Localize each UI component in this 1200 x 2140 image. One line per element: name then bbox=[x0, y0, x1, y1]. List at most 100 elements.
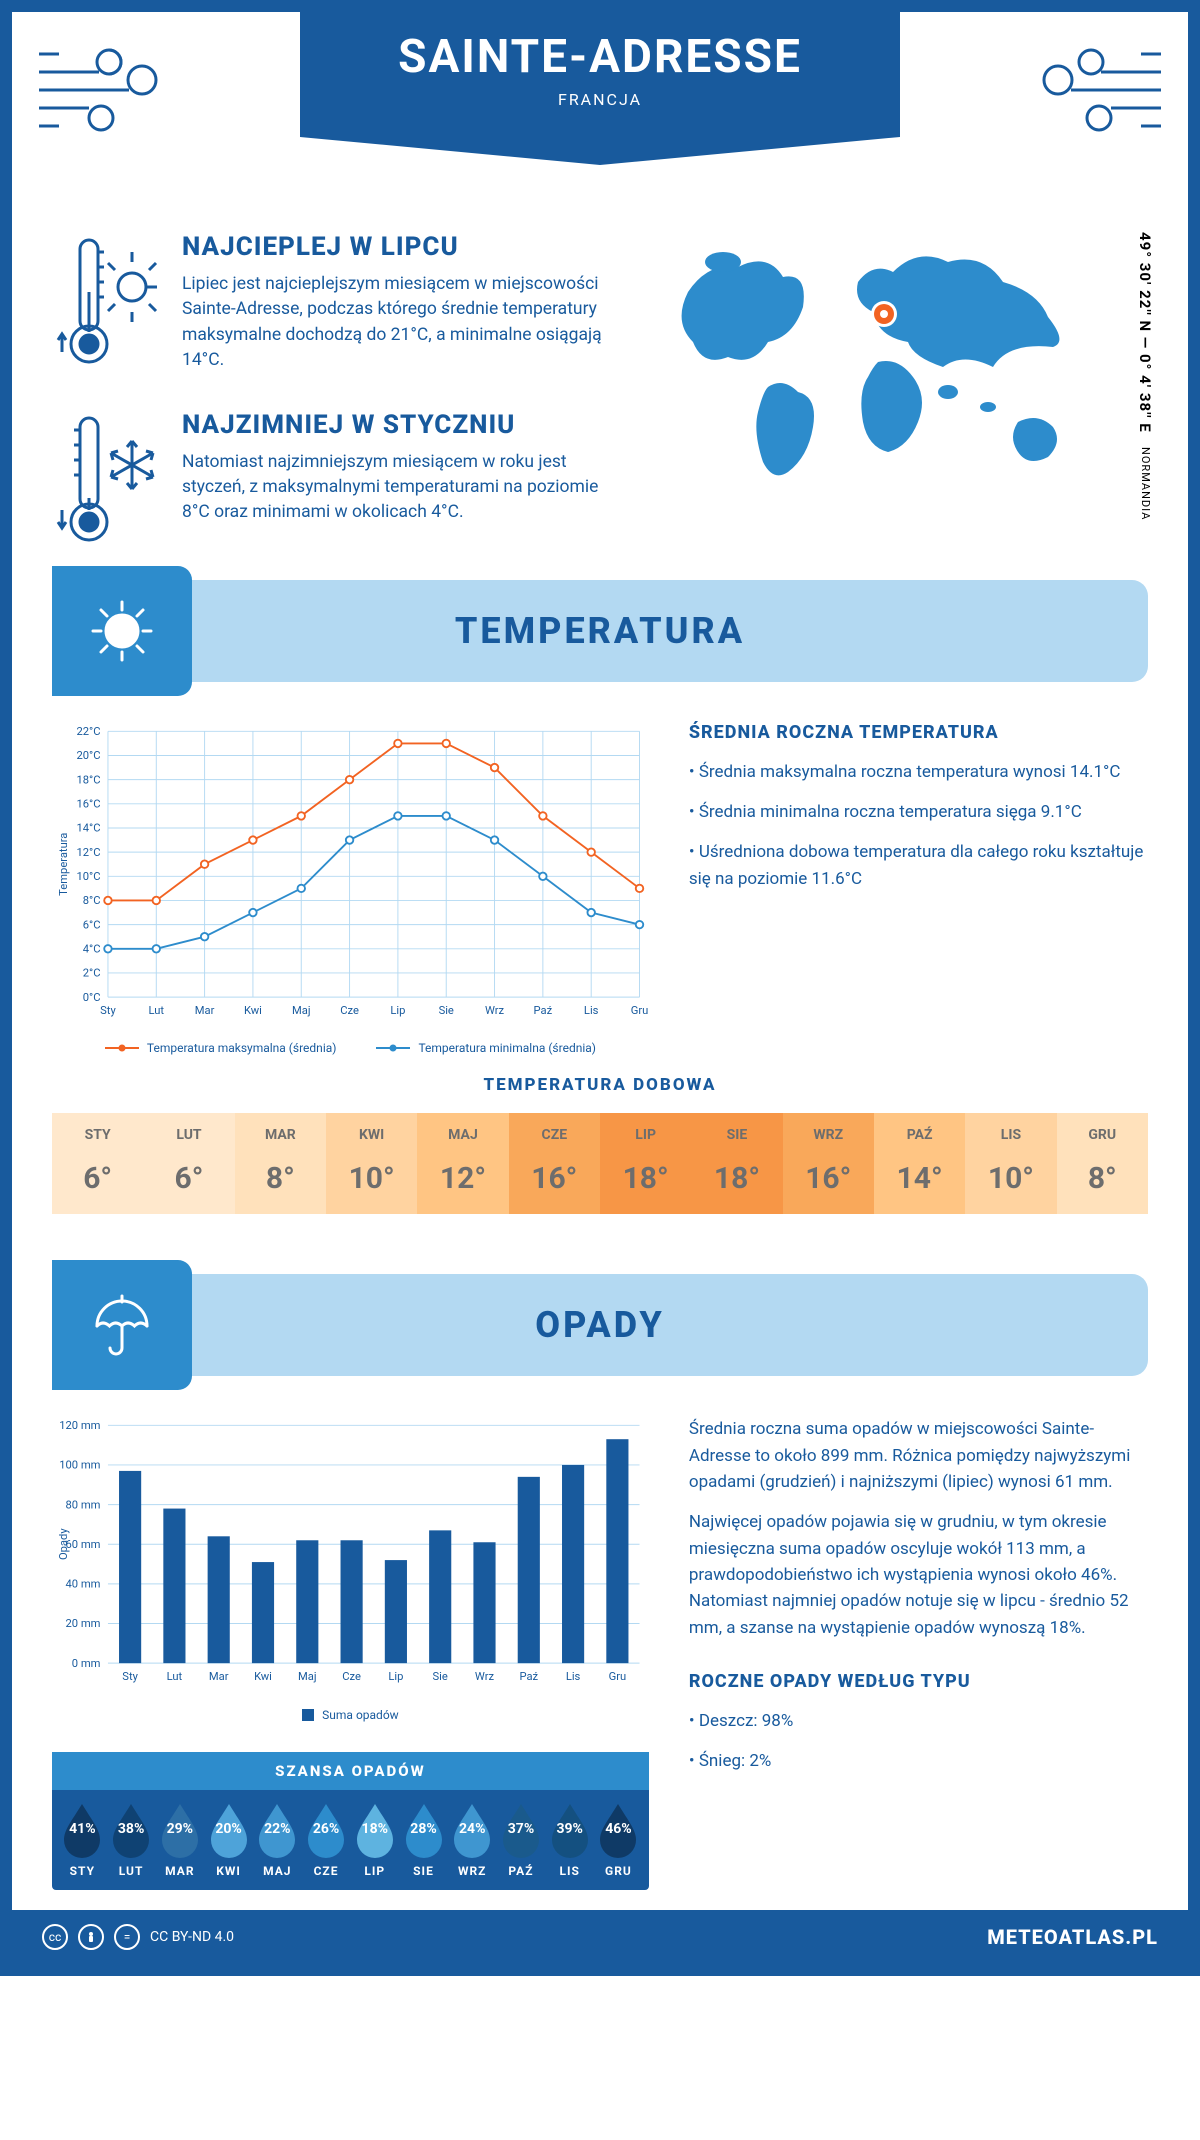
temp-cell: SIE18° bbox=[691, 1113, 782, 1214]
bullet: • Średnia maksymalna roczna temperatura … bbox=[689, 759, 1148, 785]
svg-text:120 mm: 120 mm bbox=[59, 1419, 100, 1432]
svg-text:Kwi: Kwi bbox=[244, 1003, 262, 1016]
svg-text:Lut: Lut bbox=[167, 1670, 183, 1683]
types-title: ROCZNE OPADY WEDŁUG TYPU bbox=[689, 1671, 1148, 1692]
cc-icon: cc bbox=[42, 1924, 68, 1950]
footer: cc = CC BY-ND 4.0 METEOATLAS.PL bbox=[12, 1910, 1188, 1964]
warmest-text: Lipiec jest najcieplejszym miesiącem w m… bbox=[182, 272, 618, 374]
thermometer-cold-icon bbox=[52, 410, 162, 550]
svg-text:Lis: Lis bbox=[566, 1670, 581, 1683]
wind-icon bbox=[1026, 32, 1166, 142]
wind-icon bbox=[34, 32, 174, 142]
temp-cell: CZE16° bbox=[509, 1113, 600, 1214]
temp-cell: LUT6° bbox=[143, 1113, 234, 1214]
temperature-section: 0°C2°C4°C6°C8°C10°C12°C14°C16°C18°C20°C2… bbox=[12, 682, 1188, 1076]
svg-text:12°C: 12°C bbox=[76, 845, 100, 858]
bullet: • Śnieg: 2% bbox=[689, 1748, 1148, 1774]
svg-text:2°C: 2°C bbox=[83, 966, 101, 979]
coldest-text: Natomiast najzimniejszym miesiącem w rok… bbox=[182, 450, 618, 526]
precip-title: OPADY bbox=[52, 1304, 1148, 1346]
temperature-line-chart: 0°C2°C4°C6°C8°C10°C12°C14°C16°C18°C20°C2… bbox=[52, 722, 649, 1030]
svg-text:Wrz: Wrz bbox=[485, 1003, 505, 1016]
svg-text:Paź: Paź bbox=[534, 1003, 553, 1016]
header: SAINTE-ADRESSE FRANCJA bbox=[12, 12, 1188, 192]
bullet: • Średnia minimalna roczna temperatura s… bbox=[689, 799, 1148, 825]
umbrella-icon bbox=[52, 1260, 192, 1390]
svg-text:Opady: Opady bbox=[57, 1528, 70, 1560]
temperature-legend: Temperatura maksymalna (średnia) Tempera… bbox=[52, 1041, 649, 1055]
sun-icon bbox=[52, 566, 192, 696]
temp-cell: MAJ12° bbox=[417, 1113, 508, 1214]
precip-chance-box: SZANSA OPADÓW 41% STY 38% LUT 29% MAR 20… bbox=[52, 1752, 649, 1890]
svg-text:80 mm: 80 mm bbox=[66, 1499, 101, 1512]
title-ribbon: SAINTE-ADRESSE FRANCJA bbox=[300, 12, 900, 137]
daily-temperature: TEMPERATURA DOBOWA STY6°LUT6°MAR8°KWI10°… bbox=[52, 1075, 1148, 1214]
svg-text:0°C: 0°C bbox=[83, 990, 101, 1003]
chance-drop: 20% KWI bbox=[206, 1800, 252, 1878]
svg-text:Lut: Lut bbox=[148, 1003, 164, 1016]
coordinates: 49° 30' 22'' N — 0° 4' 38'' E NORMANDIA bbox=[1136, 232, 1154, 521]
chance-title: SZANSA OPADÓW bbox=[52, 1752, 649, 1790]
chance-drop: 18% LIP bbox=[352, 1800, 398, 1878]
svg-text:18°C: 18°C bbox=[76, 773, 100, 786]
temperature-side-text: ŚREDNIA ROCZNA TEMPERATURA • Średnia mak… bbox=[689, 722, 1148, 1056]
svg-text:Sie: Sie bbox=[439, 1003, 454, 1016]
svg-text:100 mm: 100 mm bbox=[59, 1459, 100, 1472]
world-map-icon bbox=[648, 232, 1148, 512]
precip-legend: Suma opadów bbox=[52, 1708, 649, 1722]
warmest-block: NAJCIEPLEJ W LIPCU Lipiec jest najcieple… bbox=[52, 232, 618, 374]
chance-drop: 28% SIE bbox=[401, 1800, 447, 1878]
svg-text:4°C: 4°C bbox=[83, 942, 101, 955]
chance-drop: 46% GRU bbox=[595, 1800, 641, 1878]
temp-cell: LIS10° bbox=[965, 1113, 1056, 1214]
svg-text:20 mm: 20 mm bbox=[66, 1617, 101, 1630]
svg-text:6°C: 6°C bbox=[83, 918, 101, 931]
svg-text:22°C: 22°C bbox=[76, 725, 100, 738]
chance-drop: 41% STY bbox=[59, 1800, 105, 1878]
svg-text:60 mm: 60 mm bbox=[66, 1538, 101, 1551]
temp-cell: STY6° bbox=[52, 1113, 143, 1214]
nd-icon: = bbox=[114, 1924, 140, 1950]
svg-text:Sty: Sty bbox=[122, 1670, 138, 1683]
svg-text:Paź: Paź bbox=[519, 1670, 538, 1683]
legend-item: Temperatura maksymalna (średnia) bbox=[105, 1041, 337, 1055]
svg-text:Gru: Gru bbox=[631, 1003, 649, 1016]
temp-cell: PAŹ14° bbox=[874, 1113, 965, 1214]
chance-drop: 37% PAŹ bbox=[498, 1800, 544, 1878]
svg-text:40 mm: 40 mm bbox=[66, 1578, 101, 1591]
city-title: SAINTE-ADRESSE bbox=[300, 30, 900, 84]
precip-banner: OPADY bbox=[52, 1274, 1148, 1376]
svg-text:Temperatura: Temperatura bbox=[57, 832, 70, 895]
chance-drop: 38% LUT bbox=[108, 1800, 154, 1878]
temperature-title: TEMPERATURA bbox=[52, 610, 1148, 652]
map-area: 49° 30' 22'' N — 0° 4' 38'' E NORMANDIA bbox=[648, 232, 1148, 550]
legend-item: Suma opadów bbox=[302, 1708, 399, 1722]
svg-text:8°C: 8°C bbox=[83, 894, 101, 907]
svg-text:Sie: Sie bbox=[433, 1670, 448, 1683]
svg-text:Sty: Sty bbox=[100, 1003, 116, 1016]
svg-text:16°C: 16°C bbox=[76, 797, 100, 810]
info-row: NAJCIEPLEJ W LIPCU Lipiec jest najcieple… bbox=[12, 192, 1188, 580]
precip-side-text: Średnia roczna suma opadów w miejscowośc… bbox=[689, 1416, 1148, 1890]
chance-drop: 24% WRZ bbox=[449, 1800, 495, 1878]
infographic-page: SAINTE-ADRESSE FRANCJA bbox=[0, 0, 1200, 1976]
svg-text:Lip: Lip bbox=[388, 1670, 403, 1683]
svg-text:Maj: Maj bbox=[298, 1670, 317, 1683]
svg-text:10°C: 10°C bbox=[76, 870, 100, 883]
precip-para: Najwięcej opadów pojawia się w grudniu, … bbox=[689, 1509, 1148, 1641]
legend-item: Temperatura minimalna (średnia) bbox=[376, 1041, 596, 1055]
temperature-banner: TEMPERATURA bbox=[52, 580, 1148, 682]
temp-cell: MAR8° bbox=[235, 1113, 326, 1214]
bullet: • Deszcz: 98% bbox=[689, 1708, 1148, 1734]
svg-text:Cze: Cze bbox=[340, 1003, 359, 1016]
svg-text:Mar: Mar bbox=[195, 1003, 215, 1016]
license-text: CC BY-ND 4.0 bbox=[150, 1929, 234, 1945]
svg-text:Lip: Lip bbox=[390, 1003, 405, 1016]
precip-para: Średnia roczna suma opadów w miejscowośc… bbox=[689, 1416, 1148, 1495]
side-title: ŚREDNIA ROCZNA TEMPERATURA bbox=[689, 722, 1148, 743]
svg-text:Wrz: Wrz bbox=[475, 1670, 495, 1683]
chance-drop: 39% LIS bbox=[547, 1800, 593, 1878]
svg-text:Kwi: Kwi bbox=[254, 1670, 272, 1683]
chance-drop: 29% MAR bbox=[157, 1800, 203, 1878]
svg-text:14°C: 14°C bbox=[76, 821, 100, 834]
